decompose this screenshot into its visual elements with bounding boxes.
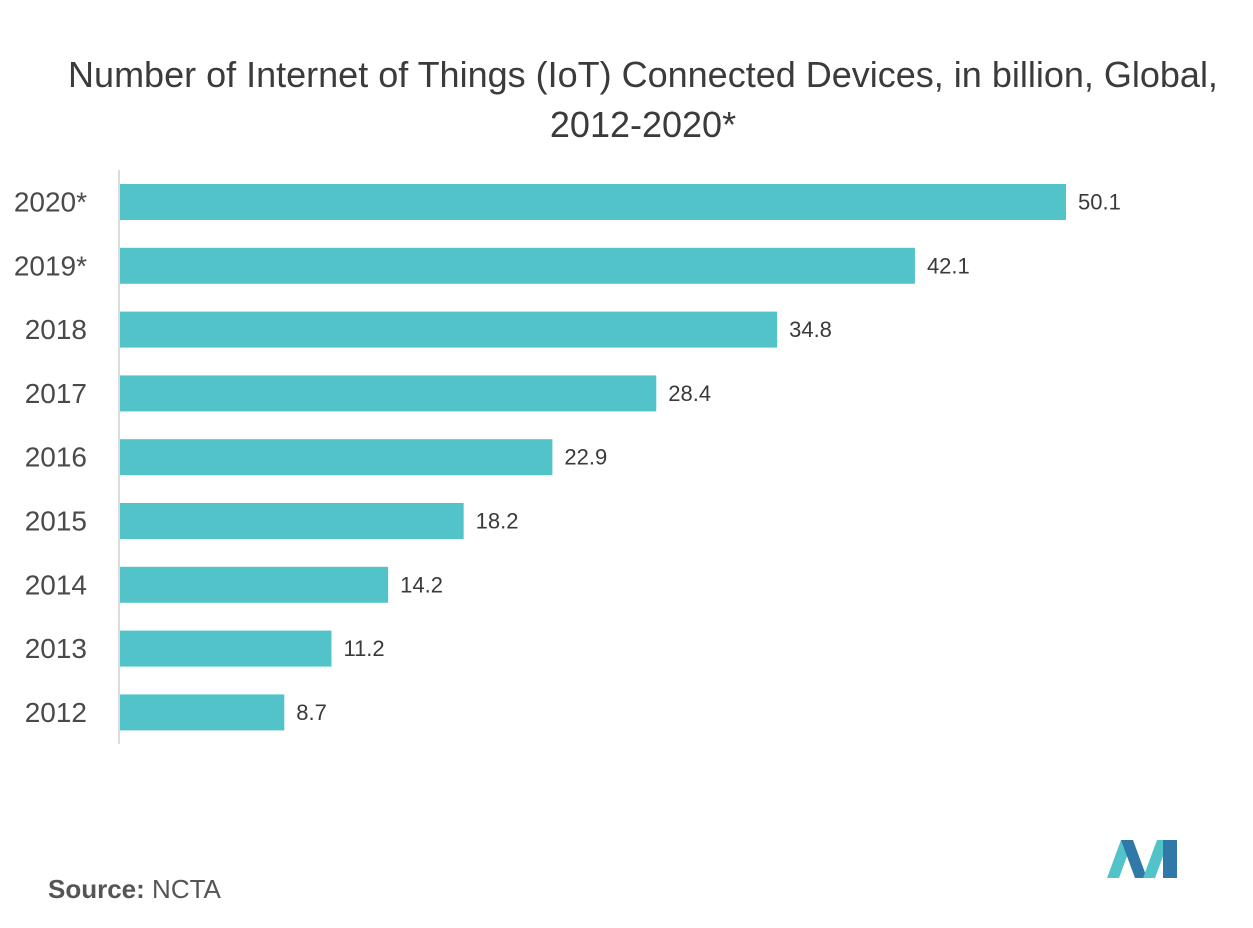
source-value: NCTA: [152, 874, 221, 904]
data-label: 8.7: [296, 700, 327, 725]
bar-2014: [120, 566, 389, 603]
bar-2015: [120, 503, 464, 539]
bar-2018: [120, 311, 778, 348]
bar-2012: [120, 694, 285, 731]
category-label: 2015: [25, 506, 87, 537]
category-label: 2014: [25, 569, 87, 600]
bar-2013: [120, 630, 332, 667]
bar-2016: [120, 439, 553, 476]
data-label: 11.2: [343, 636, 384, 661]
category-label: 2018: [25, 314, 87, 345]
chart-title: Number of Internet of Things (IoT) Conne…: [68, 54, 1218, 145]
data-label: 22.9: [564, 445, 607, 470]
data-label: 42.1: [927, 253, 970, 278]
brand-logo-icon: [1107, 840, 1177, 878]
category-label: 2012: [25, 697, 87, 728]
source-label: Source:: [48, 874, 145, 904]
data-label: 14.2: [400, 572, 443, 597]
category-label: 2017: [25, 378, 87, 409]
category-label: 2019*: [14, 250, 87, 281]
data-label: 34.8: [789, 317, 832, 342]
bar-2017: [120, 375, 657, 412]
data-label: 50.1: [1078, 190, 1121, 215]
bars-layer: 2020* 50.1 2019* 42.1 2018 34.8 2017 28.4 2016 22…: [14, 184, 1121, 731]
source-note: Source: NCTA: [48, 874, 221, 905]
category-label: 2016: [25, 442, 87, 473]
bar-2020-projected: [120, 184, 1066, 220]
category-label: 2013: [25, 633, 87, 664]
data-label: 18.2: [476, 509, 519, 534]
category-label: 2020*: [14, 187, 87, 218]
bar-2019-projected: [120, 247, 915, 284]
data-label: 28.4: [668, 381, 711, 406]
